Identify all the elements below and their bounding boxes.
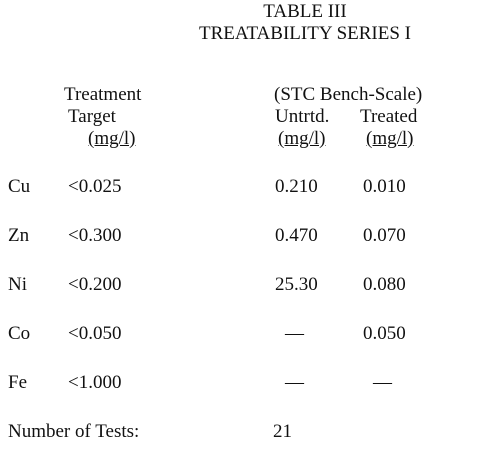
element-cell: Cu <box>8 176 31 197</box>
target-cell: <0.025 <box>68 176 122 197</box>
treated-cell: 0.010 <box>363 176 406 197</box>
target-cell: <0.050 <box>68 323 122 344</box>
title: TREATABILITY SERIES I <box>198 23 412 44</box>
header: Untrtd. <box>275 106 330 127</box>
footer-value: 21 <box>273 421 292 442</box>
title: TABLE III <box>263 1 347 22</box>
element-cell: Ni <box>8 274 27 295</box>
header: Treated <box>360 106 418 127</box>
header: Target <box>68 106 116 127</box>
treated-cell: 0.050 <box>363 323 406 344</box>
treated-cell: 0.080 <box>363 274 406 295</box>
untreated-cell: 25.30 <box>275 274 318 295</box>
element-cell: Co <box>8 323 31 344</box>
footer-label: Number of Tests: <box>8 421 140 442</box>
element-cell: Fe <box>8 372 27 393</box>
untreated-cell: 0.210 <box>275 176 318 197</box>
target-cell: <0.300 <box>68 225 122 246</box>
untreated-cell: 0.470 <box>275 225 318 246</box>
header: (STC Bench-Scale) <box>274 84 423 105</box>
treated-cell: — <box>373 372 392 393</box>
target-cell: <1.000 <box>68 372 122 393</box>
untreated-cell: — <box>285 323 304 344</box>
header: Treatment <box>64 84 142 105</box>
header: (mg/l) <box>278 128 326 149</box>
element-cell: Zn <box>8 225 30 246</box>
header: (mg/l) <box>88 128 136 149</box>
treated-cell: 0.070 <box>363 225 406 246</box>
target-cell: <0.200 <box>68 274 122 295</box>
header: (mg/l) <box>366 128 414 149</box>
untreated-cell: — <box>285 372 304 393</box>
